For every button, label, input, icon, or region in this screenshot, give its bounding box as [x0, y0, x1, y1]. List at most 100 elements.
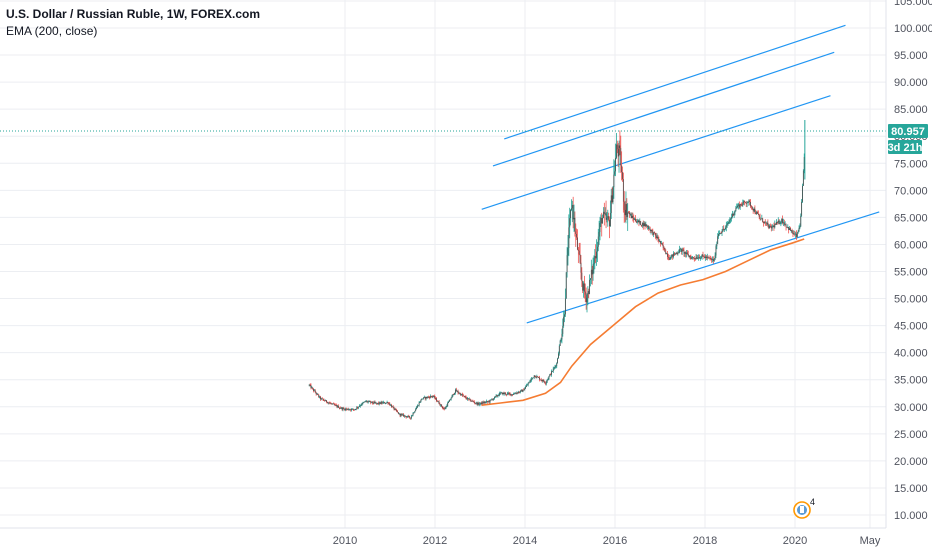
candle	[783, 219, 785, 227]
events-marker[interactable]: 4	[793, 497, 815, 519]
candle-body	[339, 407, 341, 409]
candle	[676, 251, 678, 256]
candle-body	[712, 258, 713, 260]
candle	[326, 401, 328, 404]
candle-body	[538, 377, 539, 378]
candle-body	[320, 396, 321, 400]
candle	[609, 216, 610, 239]
candle-body	[464, 396, 466, 397]
candle-body	[661, 243, 662, 245]
candle	[774, 220, 776, 229]
candle	[616, 140, 618, 154]
candle-body	[494, 396, 495, 399]
candle-body	[628, 212, 629, 214]
candle-body	[447, 403, 449, 407]
candle-body	[788, 226, 790, 231]
candle-body	[477, 403, 479, 405]
candle-body	[438, 401, 440, 404]
candle	[731, 213, 732, 222]
candle	[479, 401, 481, 407]
candle-body	[635, 218, 636, 222]
candle	[622, 172, 624, 213]
candle	[370, 400, 372, 405]
candle	[682, 247, 684, 252]
candle	[430, 395, 432, 398]
candle-body	[506, 393, 508, 395]
candle-body	[451, 395, 453, 399]
candle-body	[314, 390, 315, 392]
price-axis[interactable]: 10.000 15.000 20.000 25.000 30.000 35.000 40.0…	[894, 0, 932, 522]
candle	[621, 151, 623, 181]
candle-body	[764, 221, 765, 224]
candle-body	[689, 255, 691, 257]
candle	[392, 405, 394, 409]
candle-body	[783, 222, 784, 224]
candle	[712, 256, 713, 263]
candle	[719, 230, 720, 236]
candle-body	[384, 402, 385, 404]
candle-body	[494, 396, 496, 398]
candle-body	[416, 407, 417, 410]
candle-body	[579, 254, 581, 263]
candle	[381, 400, 383, 405]
indicator-title[interactable]: EMA (200, close)	[6, 24, 98, 38]
candle	[365, 399, 367, 403]
candle-body	[536, 376, 538, 378]
candle-body	[333, 403, 334, 405]
candle-body	[671, 254, 673, 257]
candle	[524, 387, 526, 391]
candle	[757, 210, 758, 214]
channel-line	[481, 95, 831, 210]
candle-body	[473, 401, 475, 403]
time-axis[interactable]: 2010 2012 2014 2016 2018 2020 May	[333, 535, 881, 547]
candle-body	[726, 223, 728, 226]
candle-body	[560, 339, 562, 341]
candle-body	[468, 398, 470, 400]
candle-body	[432, 395, 434, 397]
candle-body	[600, 218, 602, 223]
candle-body	[436, 400, 438, 402]
candle-body	[682, 249, 684, 251]
candle-body	[459, 393, 461, 395]
candle	[337, 404, 339, 409]
candle-body	[727, 223, 729, 224]
candle	[346, 408, 348, 411]
candle	[629, 212, 631, 216]
candle	[444, 407, 446, 410]
candle	[619, 130, 621, 156]
candle	[477, 401, 479, 407]
candle	[792, 230, 794, 238]
candle-body	[522, 389, 524, 392]
symbol-title[interactable]: U.S. Dollar / Russian Ruble, 1W, FOREX.c…	[6, 7, 261, 21]
candle-body	[379, 402, 381, 404]
candle	[733, 211, 735, 219]
channel-line	[526, 211, 880, 324]
candle-body	[356, 407, 358, 409]
candle-body	[465, 396, 467, 399]
time-tick-label: 2018	[693, 535, 717, 547]
candle-body	[433, 395, 435, 397]
channel-lines[interactable]	[481, 24, 880, 324]
candle	[385, 402, 387, 404]
candle	[397, 410, 398, 413]
candle	[587, 286, 589, 306]
candle-body	[745, 202, 747, 204]
candle	[460, 392, 462, 396]
candle-body	[386, 402, 388, 404]
candle-body	[347, 408, 349, 410]
candle-body	[527, 383, 529, 385]
candle	[509, 392, 511, 396]
candle	[746, 201, 748, 208]
candle	[598, 220, 600, 245]
candle	[526, 383, 527, 388]
candle-body	[317, 393, 319, 395]
candle-body	[657, 236, 659, 240]
candle	[391, 405, 393, 408]
candle-body	[753, 208, 755, 211]
candle-body	[555, 366, 557, 367]
candle	[532, 377, 533, 380]
candle	[502, 392, 504, 396]
candle-body	[535, 377, 537, 378]
candle	[506, 391, 508, 396]
